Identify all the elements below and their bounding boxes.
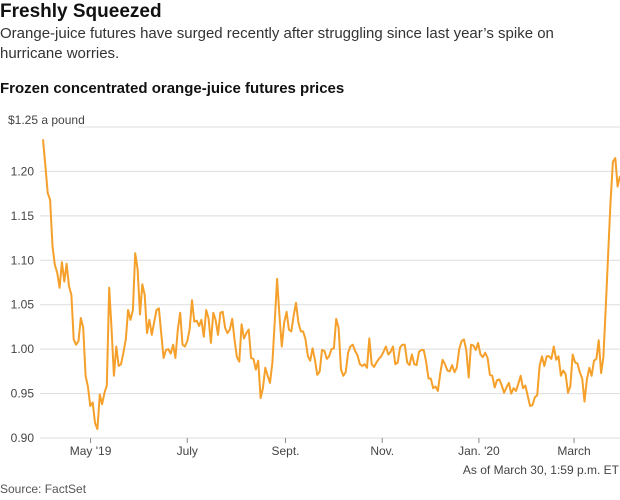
x-tick-label: Nov.: [370, 444, 394, 458]
x-tick-label: Jan. '20: [458, 444, 500, 458]
x-tick-label: Sept.: [272, 444, 300, 458]
x-tick-label: March: [557, 444, 590, 458]
y-tick-label: 1.05: [11, 298, 35, 312]
x-tick-label: May '19: [70, 444, 112, 458]
y-tick-label: $1.25 a pound: [8, 113, 85, 127]
x-tick-label: July: [177, 444, 198, 458]
y-tick-label: 1.20: [11, 164, 35, 178]
y-tick-label: 1.00: [11, 342, 35, 356]
as-of-note: As of March 30, 1:59 p.m. ET: [462, 463, 619, 477]
price-line: [42, 139, 620, 431]
chart-subtitle: Orange-juice futures have surged recentl…: [0, 25, 554, 62]
y-tick-label: 0.95: [11, 387, 35, 401]
source-note: Source: FactSet: [0, 482, 87, 496]
chart-headline: Freshly Squeezed: [0, 1, 162, 22]
y-tick-label: 1.15: [11, 209, 35, 223]
y-tick-label: 1.10: [11, 253, 35, 267]
y-tick-label: 0.90: [11, 431, 35, 445]
chart-title: Frozen concentrated orange-juice futures…: [0, 80, 345, 97]
